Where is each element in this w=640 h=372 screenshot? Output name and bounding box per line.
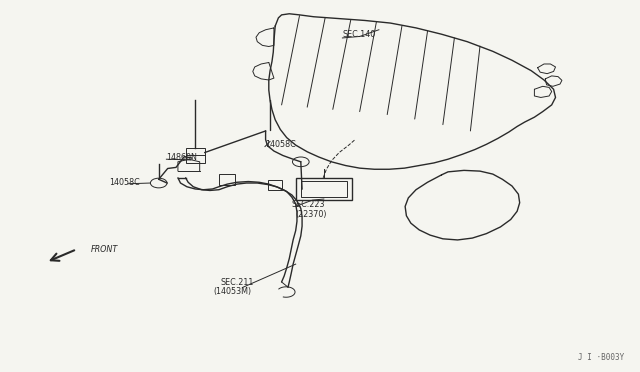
Text: SEC.211: SEC.211: [221, 278, 254, 287]
Text: 14058C: 14058C: [109, 178, 140, 187]
Bar: [268, 180, 282, 190]
Text: (22370): (22370): [296, 210, 327, 219]
Text: 14058C: 14058C: [266, 140, 296, 149]
Bar: [186, 148, 205, 163]
Text: 14860N: 14860N: [166, 153, 197, 162]
Bar: [301, 181, 347, 197]
Bar: [296, 178, 352, 200]
Text: SEC.140: SEC.140: [342, 30, 376, 39]
Text: (14053M): (14053M): [213, 287, 252, 296]
Text: FRONT: FRONT: [91, 245, 118, 254]
Text: SEC.223: SEC.223: [291, 200, 324, 209]
Text: J I ·B003Y: J I ·B003Y: [578, 353, 624, 362]
Bar: [219, 174, 236, 185]
